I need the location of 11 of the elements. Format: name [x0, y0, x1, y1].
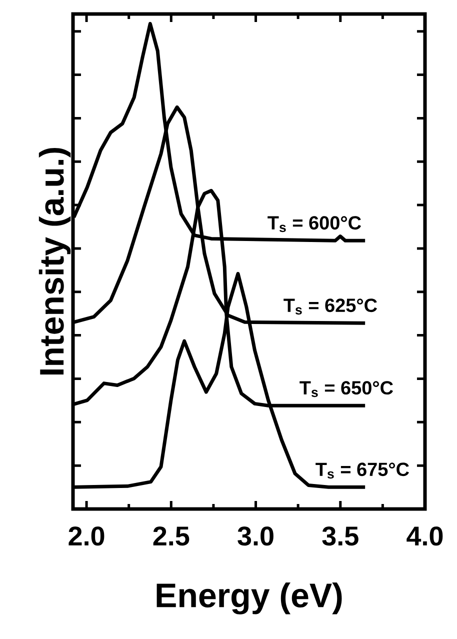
x-tick-label: 4.0 [406, 526, 443, 546]
series-label: T$_{s}$ = 600°C [268, 216, 361, 232]
x-tick-label: 2.5 [153, 526, 190, 546]
legend-label: T$_{s}$ = 675°C [316, 462, 409, 479]
x-tick-label: 3.5 [322, 526, 358, 546]
series-label: T$_{s}$ = 625°C [284, 298, 377, 315]
x-tick-label: 3.0 [238, 526, 274, 546]
x-tick-label: 2.0 [68, 526, 104, 546]
legend-label: T$_{s}$ = 650°C [300, 381, 393, 398]
y-axis-title: Intensity (a.u.) [38, 148, 71, 374]
x-axis-title: Energy (eV) [156, 582, 342, 614]
